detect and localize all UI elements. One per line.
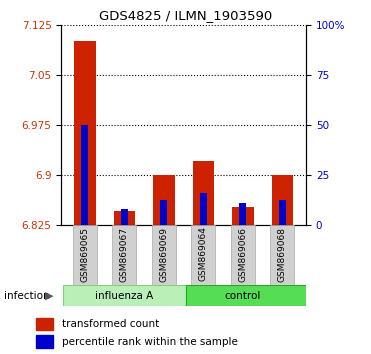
Bar	[272, 175, 293, 225]
Text: percentile rank within the sample: percentile rank within the sample	[62, 337, 238, 347]
Bar	[232, 207, 254, 225]
Bar	[200, 193, 207, 225]
Text: GSM869068: GSM869068	[278, 227, 287, 281]
Bar	[114, 211, 135, 225]
Bar	[152, 225, 176, 285]
Bar	[74, 41, 96, 225]
Bar	[81, 125, 88, 225]
Text: transformed count: transformed count	[62, 319, 160, 329]
Bar	[193, 161, 214, 225]
Text: GSM869067: GSM869067	[120, 227, 129, 281]
Text: infection: infection	[4, 291, 49, 301]
Text: influenza A: influenza A	[95, 291, 154, 301]
Bar	[279, 200, 286, 225]
Text: GSM869065: GSM869065	[81, 227, 89, 281]
Bar	[191, 225, 216, 285]
Bar	[270, 225, 295, 285]
Bar	[121, 210, 128, 225]
Bar	[36, 335, 53, 348]
Bar	[112, 225, 137, 285]
Text: GSM869064: GSM869064	[199, 227, 208, 281]
Bar	[36, 318, 53, 330]
Bar	[186, 285, 308, 306]
Text: GDS4825 / ILMN_1903590: GDS4825 / ILMN_1903590	[99, 9, 272, 22]
Bar	[231, 225, 255, 285]
Text: GSM869066: GSM869066	[239, 227, 247, 281]
Text: control: control	[225, 291, 261, 301]
Bar	[153, 175, 175, 225]
Bar	[73, 225, 97, 285]
Bar	[160, 200, 167, 225]
Bar	[63, 285, 186, 306]
Text: ▶: ▶	[45, 291, 54, 301]
Text: GSM869069: GSM869069	[160, 227, 168, 281]
Bar	[239, 204, 246, 225]
